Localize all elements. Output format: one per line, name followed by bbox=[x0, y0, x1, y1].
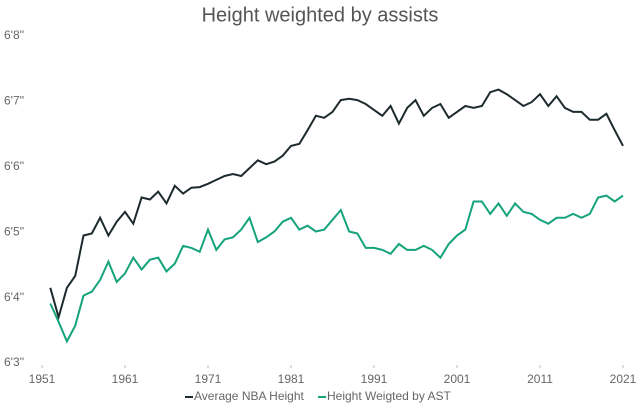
x-tick-label: 1971 bbox=[195, 372, 222, 386]
x-tick-label: 1981 bbox=[278, 372, 305, 386]
chart-title: Height weighted by assists bbox=[202, 4, 439, 26]
y-tick-label: 6'3'' bbox=[4, 355, 24, 369]
y-tick-label: 6'4'' bbox=[4, 290, 24, 304]
series-line bbox=[49, 88, 624, 321]
y-tick-label: 6'5'' bbox=[4, 224, 24, 238]
x-tick-label: 1991 bbox=[361, 372, 388, 386]
legend-label: Height Weigted by AST bbox=[327, 389, 452, 403]
x-tick-label: 2021 bbox=[610, 372, 637, 386]
y-tick-label: 6'7'' bbox=[4, 94, 24, 108]
series-line bbox=[49, 194, 624, 344]
x-tick-label: 1961 bbox=[112, 372, 139, 386]
y-tick-label: 6'6'' bbox=[4, 159, 24, 173]
legend-label: Average NBA Height bbox=[194, 389, 305, 403]
x-tick-label: 2001 bbox=[444, 372, 471, 386]
x-tick-label: 2011 bbox=[527, 372, 553, 386]
y-tick-label: 6'8'' bbox=[4, 28, 24, 42]
x-tick-label: 1951 bbox=[29, 372, 56, 386]
